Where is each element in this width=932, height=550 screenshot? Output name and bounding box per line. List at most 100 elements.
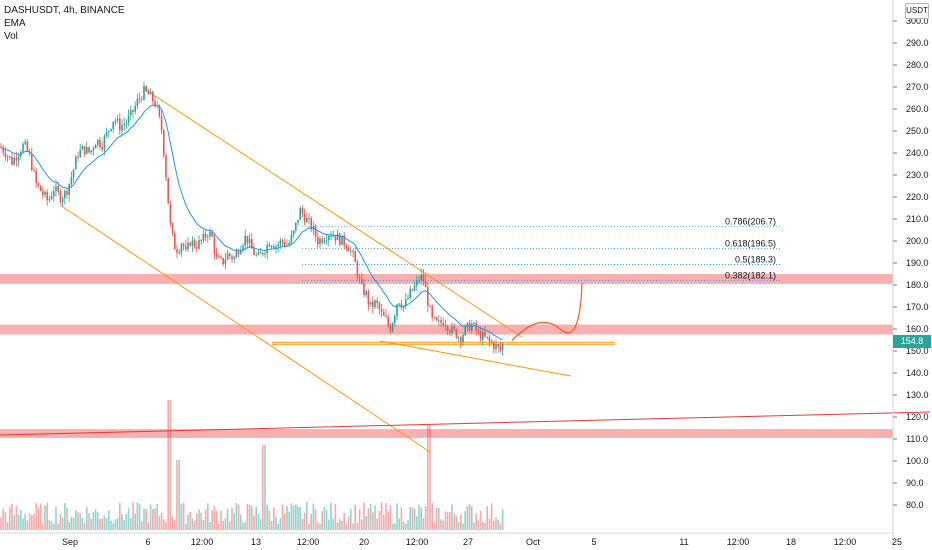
candle-body [167,177,169,204]
candle-body [48,198,51,201]
volume-bar [330,502,332,530]
volume-bar [116,518,119,530]
volume-bar [204,509,207,530]
x-tick-label: 27 [463,537,473,547]
volume-bar [288,511,290,530]
candle-body [171,222,174,234]
candle-body [0,146,2,148]
x-tick-label: 12:00 [406,537,429,547]
candle-body [266,244,268,254]
volume-bar [158,516,161,530]
volume-bar [321,511,323,530]
volume-bar [407,520,409,530]
volume-bar [187,514,189,530]
volume-bar [176,460,178,530]
candle-body [72,169,75,178]
candle-body [464,326,466,335]
ema-indicator-label[interactable]: EMA [4,18,26,29]
candle-body [121,125,123,131]
volume-bar [354,504,356,530]
candle-body [174,233,176,250]
candle-body [4,152,7,157]
candle-body [50,196,53,199]
volume-bar [244,521,246,530]
y-tick-label: 120.0 [906,412,929,422]
volume-bar [273,507,275,530]
volume-bar [17,514,20,530]
symbol-title[interactable]: DASHUSDT, 4h, BINANCE [4,5,125,16]
volume-bar [77,512,79,530]
candle-body [435,317,438,321]
fib-label: 0.5(189.3) [735,255,776,265]
candle-body [367,291,370,305]
candle-body [479,330,482,340]
candle-body [257,253,260,255]
candle-body [119,118,121,131]
currency-label[interactable]: USDT [905,3,929,19]
volume-bar [264,445,266,530]
volume-bar [64,503,66,530]
candle-body [253,248,255,255]
candle-body [125,122,128,124]
volume-bar [237,504,240,530]
candle-body [235,251,238,258]
volume-bar [248,504,251,530]
volume-bar [70,517,73,530]
candle-body [358,277,361,279]
volume-bar [114,519,117,530]
volume-bar [141,521,143,530]
volume-bar [20,510,22,530]
volume-bar [112,523,114,530]
volume-bar [306,502,308,530]
volume-bar [449,511,451,530]
x-tick-label: 12:00 [727,537,750,547]
candle-body [345,245,348,249]
candle-body [387,317,389,326]
volume-bar [376,518,378,530]
volume-bar [130,517,132,530]
candle-body [70,177,73,184]
candle-body [81,146,84,150]
price-zone [0,274,893,284]
volume-bar [66,507,68,530]
candle-body [231,255,233,260]
volume-bar [374,505,376,530]
volume-bar [231,507,233,530]
candle-body [101,147,103,150]
candle-body [460,337,462,343]
volume-bar [358,509,361,530]
candle-body [369,301,372,305]
y-tick-label: 190.0 [906,258,929,268]
volume-bar [226,508,229,530]
volume-bar [396,503,398,530]
volume-indicator-label[interactable]: Vol [4,31,18,42]
volume-bar [444,511,447,530]
candle-body [224,259,227,265]
volume-bar [220,510,222,530]
volume-bar [42,523,44,530]
candle-body [9,156,11,158]
volume-bar [290,503,293,530]
volume-bar [196,513,198,530]
volume-bar [105,518,108,530]
candle-body [330,235,332,237]
volume-bar [391,523,394,530]
candle-body [202,233,205,241]
volume-bar [224,518,227,530]
candle-body [103,136,106,150]
volume-bar [460,514,462,530]
volume-bar [68,521,70,530]
volume-bar [281,504,284,530]
candle-body [418,279,420,281]
last-price-tag: 154.8 [893,335,931,348]
volume-bar [339,519,341,530]
volume-bar [110,520,112,530]
candle-body [178,252,180,254]
candle-body [141,98,143,100]
volume-bar [0,517,2,530]
candle-body [332,235,334,237]
candle-body [385,315,387,318]
candle-body [354,251,356,263]
candle-body [123,123,125,126]
